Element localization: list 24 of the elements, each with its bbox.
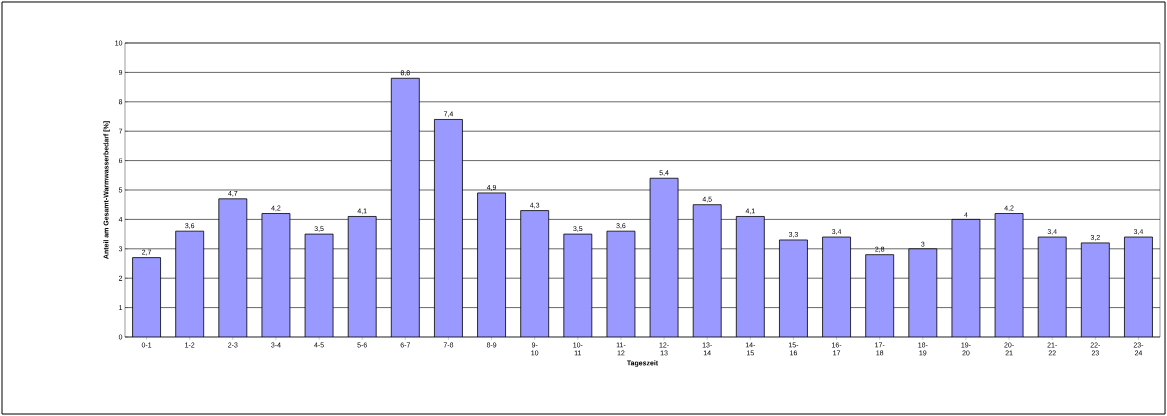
bar <box>736 216 765 337</box>
bar <box>1124 236 1153 337</box>
bar <box>822 237 851 337</box>
bar <box>391 78 420 337</box>
bar <box>132 257 161 337</box>
bar <box>218 198 247 337</box>
bar <box>261 213 290 337</box>
bar <box>650 178 679 337</box>
bar <box>865 254 894 337</box>
bar <box>606 231 635 337</box>
bar <box>563 234 592 337</box>
bar <box>434 119 463 337</box>
bar <box>348 216 377 337</box>
bar <box>908 248 937 337</box>
bar <box>175 231 204 337</box>
bar <box>1081 242 1110 337</box>
bar <box>520 210 549 337</box>
bar <box>779 239 808 337</box>
bar <box>1038 237 1067 337</box>
bar <box>693 204 722 337</box>
bar <box>305 234 334 337</box>
bar <box>995 213 1024 337</box>
bar <box>477 192 506 337</box>
bar <box>951 219 980 337</box>
